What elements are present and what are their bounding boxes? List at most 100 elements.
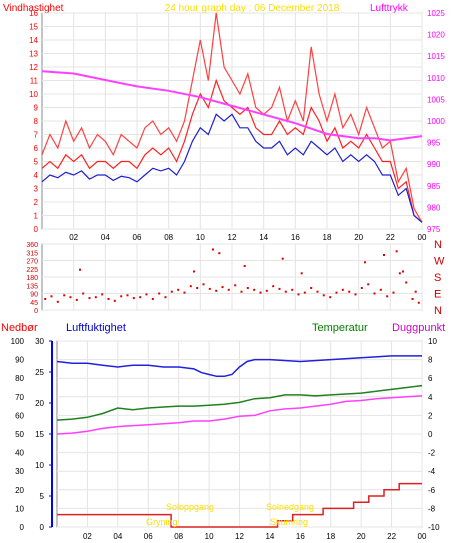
humidity-y-tick-label: 50 [15,430,24,439]
wind-y-tick-label: 2 [34,198,39,207]
dewpoint-axis-label: Duggpunkt [392,322,445,334]
temperature-line [56,384,423,421]
wind-x-tick-label: 22 [386,233,395,242]
temperature-y-tick-label: -4 [428,467,436,476]
direction-point [113,299,116,302]
direction-point [392,291,395,294]
direction-point [227,288,230,291]
direction-points [44,248,420,304]
pressure-y-tick-label: 995 [427,139,441,148]
direction-point [183,291,186,294]
direction-point [208,287,211,290]
rain-y-ticks: 0 5 10 15 20 25 30 [35,337,52,532]
humidity-y-tick-label: 60 [15,411,24,420]
direction-point [158,292,161,295]
direction-point [379,288,382,291]
wind-x-tick-label: 08 [164,233,173,242]
pressure-y-tick-label: 985 [427,182,441,191]
temperature-y-tick-label: -2 [428,449,436,458]
direction-point [373,292,376,295]
direction-y-tick-label: 45 [30,300,38,307]
wind-y-tick-label: 16 [29,9,38,18]
direction-y-tick-label: 135 [26,283,38,290]
humidity-axis-label: Luftfuktighet [66,322,126,334]
sunset-label: Solnedgang [266,502,314,512]
wind-y-tick-label: 4 [34,171,39,180]
temperature-y-tick-label: -6 [428,486,436,495]
direction-point [335,291,338,294]
climate-x-ticks: 02 04 06 08 10 12 14 16 18 20 22 00 [83,532,427,541]
temperature-y-tick-label: 0 [428,430,433,439]
wind-line [41,78,423,223]
wind_avg-line [41,113,423,223]
pressure-y-tick-label: 1005 [427,95,445,104]
temperature-y-tick-label: 10 [428,337,437,346]
wind-axis-label: Vindhastighet [3,3,64,14]
wind-y-tick-label: 1 [34,212,39,221]
direction-point [139,296,142,299]
direction-y-tick-label: 90 [30,292,38,299]
dusk-label: Skumring [270,517,308,527]
direction-compass-label: N [434,239,442,251]
gust-line [41,12,423,223]
temperature-y-tick-label: 4 [428,393,433,402]
direction-point [348,290,351,293]
direction-point [221,286,224,289]
direction-point [300,272,303,275]
pressure-y-tick-label: 1000 [427,117,445,126]
wind-y-tick-label: 7 [34,131,39,140]
climate-x-tick-label: 08 [174,532,183,541]
direction-point [364,261,366,264]
climate-x-tick-label: 18 [326,532,335,541]
direction-point [75,298,78,301]
wind-y-tick-label: 6 [34,144,39,153]
wind-y-tick-label: 3 [34,185,39,194]
direction-y-ticks: 0 90 180 270 360 45 135 225 315 [26,242,38,315]
direction-point [303,291,306,294]
direction-point [329,296,332,299]
direction-compass-label: E [434,289,441,301]
humidity-y-tick-label: 20 [15,486,24,495]
climate-x-tick-label: 04 [113,532,122,541]
direction-point [50,295,53,298]
rain-axis-label: Nedbør [1,322,38,334]
climate-x-tick-label: 22 [387,532,396,541]
direction-point [177,288,180,291]
rain-y-tick-label: 10 [35,461,44,470]
direction-point [398,272,401,275]
wind-x-tick-label: 12 [228,233,237,242]
rain-y-tick-label: 20 [35,399,44,408]
direction-point [56,300,59,303]
direction-point [88,297,91,300]
direction-point [316,290,319,293]
climate-x-tick-label: 10 [205,532,214,541]
wind-x-tick-label: 00 [418,233,427,242]
humidity-y-tick-label: 80 [15,374,24,383]
direction-point [164,296,167,299]
direction-point [243,265,246,267]
wind-y-tick-label: 9 [34,104,39,113]
direction-point [246,287,249,289]
humidity-y-tick-label: 70 [15,393,24,402]
wind-x-tick-label: 04 [101,233,110,242]
direction-point [291,288,294,291]
wind-y-tick-label: 15 [29,23,38,32]
humidity-y-tick-label: 30 [15,467,24,476]
humidity-y-ticks: 0 10 20 30 40 50 60 70 80 90 100 [11,337,25,532]
pressure-line [41,70,423,142]
direction-y-tick-label: 360 [26,242,38,249]
wind-y-tick-label: 12 [29,63,38,72]
wind-y-tick-label: 0 [34,225,39,234]
pressure-y-tick-label: 975 [427,225,441,234]
climate-x-tick-label: 16 [296,532,305,541]
dewpoint-line [56,395,423,435]
wind-y-tick-label: 8 [34,117,39,126]
humidity-y-tick-label: 0 [20,523,25,532]
wind-x-tick-label: 14 [259,233,268,242]
direction-point [94,296,97,299]
direction-point [259,291,262,294]
direction-y-tick-label: 270 [26,259,38,266]
wind-y-tick-label: 5 [34,158,39,167]
